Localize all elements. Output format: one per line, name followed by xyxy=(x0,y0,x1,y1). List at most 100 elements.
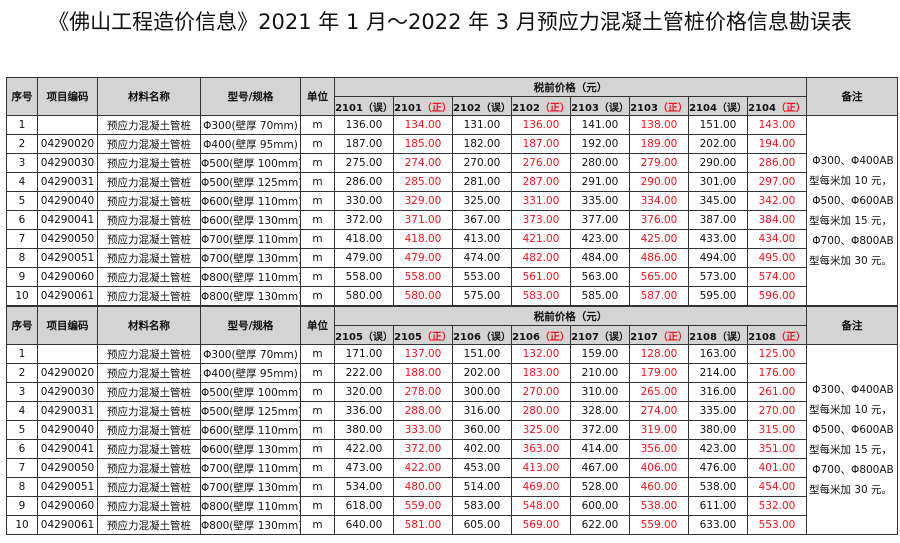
seq-cell: 6 xyxy=(6,210,38,230)
remark-line: Φ700、Φ800AB xyxy=(812,463,894,476)
error-price-cell: 473.00 xyxy=(334,458,394,478)
code-cell: 04290051 xyxy=(37,248,98,268)
error-price-cell: 595.00 xyxy=(688,286,748,306)
seq-cell: 10 xyxy=(6,515,38,535)
error-price-cell: 335.00 xyxy=(688,401,748,421)
code-cell xyxy=(37,344,98,364)
unit-cell: m xyxy=(300,420,335,440)
error-price-cell: 310.00 xyxy=(570,382,630,402)
error-price-cell: 423.00 xyxy=(688,439,748,459)
header-period-column: 2104（误） xyxy=(688,96,748,116)
seq-cell: 4 xyxy=(6,172,38,192)
correct-price-cell: 580.00 xyxy=(393,286,453,306)
error-price-cell: 418.00 xyxy=(334,229,394,249)
code-cell: 04290040 xyxy=(37,420,98,440)
error-tag: （误） xyxy=(362,102,393,114)
spec-cell: Φ300(壁厚 70mm) xyxy=(200,344,301,364)
seq-cell: 5 xyxy=(6,420,38,440)
error-price-cell: 151.00 xyxy=(688,115,748,135)
name-cell: 预应力混凝土管桩 xyxy=(97,153,201,173)
code-cell: 04290040 xyxy=(37,191,98,211)
period-label: 2104 xyxy=(689,102,717,114)
header-remark: 备注 xyxy=(806,77,898,116)
name-cell: 预应力混凝土管桩 xyxy=(97,210,201,230)
error-price-cell: 402.00 xyxy=(452,439,512,459)
spec-cell: Φ500(壁厚 125mm) xyxy=(200,172,301,192)
name-cell: 预应力混凝土管桩 xyxy=(97,382,201,402)
header-period-column: 2108（误） xyxy=(688,325,748,345)
correct-price-cell: 188.00 xyxy=(393,363,453,383)
correct-price-cell: 486.00 xyxy=(629,248,689,268)
correct-price-cell: 278.00 xyxy=(393,382,453,402)
table-row: 4 04290031 预应力混凝土管桩 Φ500(壁厚 125mm) m 286.00 28… xyxy=(6,172,898,192)
error-price-cell: 286.00 xyxy=(334,172,394,192)
code-cell xyxy=(37,115,98,135)
correct-price-cell: 559.00 xyxy=(629,515,689,535)
correct-price-cell: 538.00 xyxy=(629,496,689,516)
unit-cell: m xyxy=(300,344,335,364)
correct-price-cell: 401.00 xyxy=(747,458,807,478)
spec-cell: Φ800(壁厚 130mm) xyxy=(200,286,301,306)
correct-price-cell: 558.00 xyxy=(393,267,453,287)
correct-price-cell: 279.00 xyxy=(629,153,689,173)
spec-cell: Φ300(壁厚 70mm) xyxy=(200,115,301,135)
name-cell: 预应力混凝土管桩 xyxy=(97,172,201,192)
correct-price-cell: 179.00 xyxy=(629,363,689,383)
error-price-cell: 605.00 xyxy=(452,515,512,535)
seq-cell: 10 xyxy=(6,286,38,306)
table-row: 6 04290041 预应力混凝土管桩 Φ600(壁厚 130mm) m 372.00 37… xyxy=(6,210,898,230)
table-row: 5 04290040 预应力混凝土管桩 Φ600(壁厚 110mm) m 330.00 32… xyxy=(6,191,898,211)
correct-price-cell: 270.00 xyxy=(511,382,571,402)
spec-cell: Φ800(壁厚 110mm) xyxy=(200,267,301,287)
error-price-cell: 573.00 xyxy=(688,267,748,287)
error-price-cell: 600.00 xyxy=(570,496,630,516)
correct-price-cell: 261.00 xyxy=(747,382,807,402)
correct-price-cell: 137.00 xyxy=(393,344,453,364)
correct-price-cell: 372.00 xyxy=(393,439,453,459)
remark-line: 型每米加 30 元。 xyxy=(809,483,893,496)
table-row: 9 04290060 预应力混凝土管桩 Φ800(壁厚 110mm) m 558.00 55… xyxy=(6,267,898,287)
header-seq: 序号 xyxy=(6,306,38,345)
code-cell: 04290031 xyxy=(37,172,98,192)
error-price-cell: 328.00 xyxy=(570,401,630,421)
error-price-cell: 335.00 xyxy=(570,191,630,211)
correct-price-cell: 351.00 xyxy=(747,439,807,459)
page-title: 《佛山工程造价信息》2021 年 1 月～2022 年 3 月预应力混凝土管桩价… xyxy=(48,10,852,34)
seq-cell: 8 xyxy=(6,477,38,497)
correct-price-cell: 276.00 xyxy=(511,153,571,173)
table-row: 1 预应力混凝土管桩 Φ300(壁厚 70mm) m 171.00 137.00 151.0… xyxy=(6,344,898,535)
table-row: 2 04290020 预应力混凝土管桩 Φ400(壁厚 95mm) m 187.00 185… xyxy=(6,134,898,154)
correct-price-cell: 333.00 xyxy=(393,420,453,440)
unit-cell: m xyxy=(300,363,335,383)
header-spec: 型号/规格 xyxy=(200,306,301,345)
error-price-cell: 583.00 xyxy=(452,496,512,516)
seq-cell: 2 xyxy=(6,134,38,154)
spec-cell: Φ400(壁厚 95mm) xyxy=(200,134,301,154)
period-label: 2103 xyxy=(571,102,599,114)
unit-cell: m xyxy=(300,115,335,135)
error-price-cell: 387.00 xyxy=(688,210,748,230)
correct-price-cell: 287.00 xyxy=(511,172,571,192)
remark-cell: Φ300、Φ400AB 型每米加 10 元， Φ500、Φ600AB 型每米加 15 … xyxy=(806,115,898,306)
header-name: 材料名称 xyxy=(97,77,201,116)
period-label: 2105 xyxy=(394,331,422,343)
header-period-column: 2107（误） xyxy=(570,325,630,345)
code-cell: 04290041 xyxy=(37,439,98,459)
correct-price-cell: 422.00 xyxy=(393,458,453,478)
remark-line: 型每米加 15 元， xyxy=(809,443,893,456)
error-price-cell: 484.00 xyxy=(570,248,630,268)
period-label: 2103 xyxy=(630,102,658,114)
unit-cell: m xyxy=(300,439,335,459)
spec-cell: Φ500(壁厚 100mm) xyxy=(200,382,301,402)
error-tag: （误） xyxy=(480,331,511,343)
correct-price-cell: 288.00 xyxy=(393,401,453,421)
unit-cell: m xyxy=(300,153,335,173)
error-price-cell: 558.00 xyxy=(334,267,394,287)
correct-price-cell: 371.00 xyxy=(393,210,453,230)
header-unit: 单位 xyxy=(300,77,335,116)
table-row: 9 04290060 预应力混凝土管桩 Φ800(壁厚 110mm) m 618.00 55… xyxy=(6,496,898,516)
seq-cell: 9 xyxy=(6,496,38,516)
spec-cell: Φ500(壁厚 125mm) xyxy=(200,401,301,421)
error-price-cell: 474.00 xyxy=(452,248,512,268)
correct-price-cell: 480.00 xyxy=(393,477,453,497)
